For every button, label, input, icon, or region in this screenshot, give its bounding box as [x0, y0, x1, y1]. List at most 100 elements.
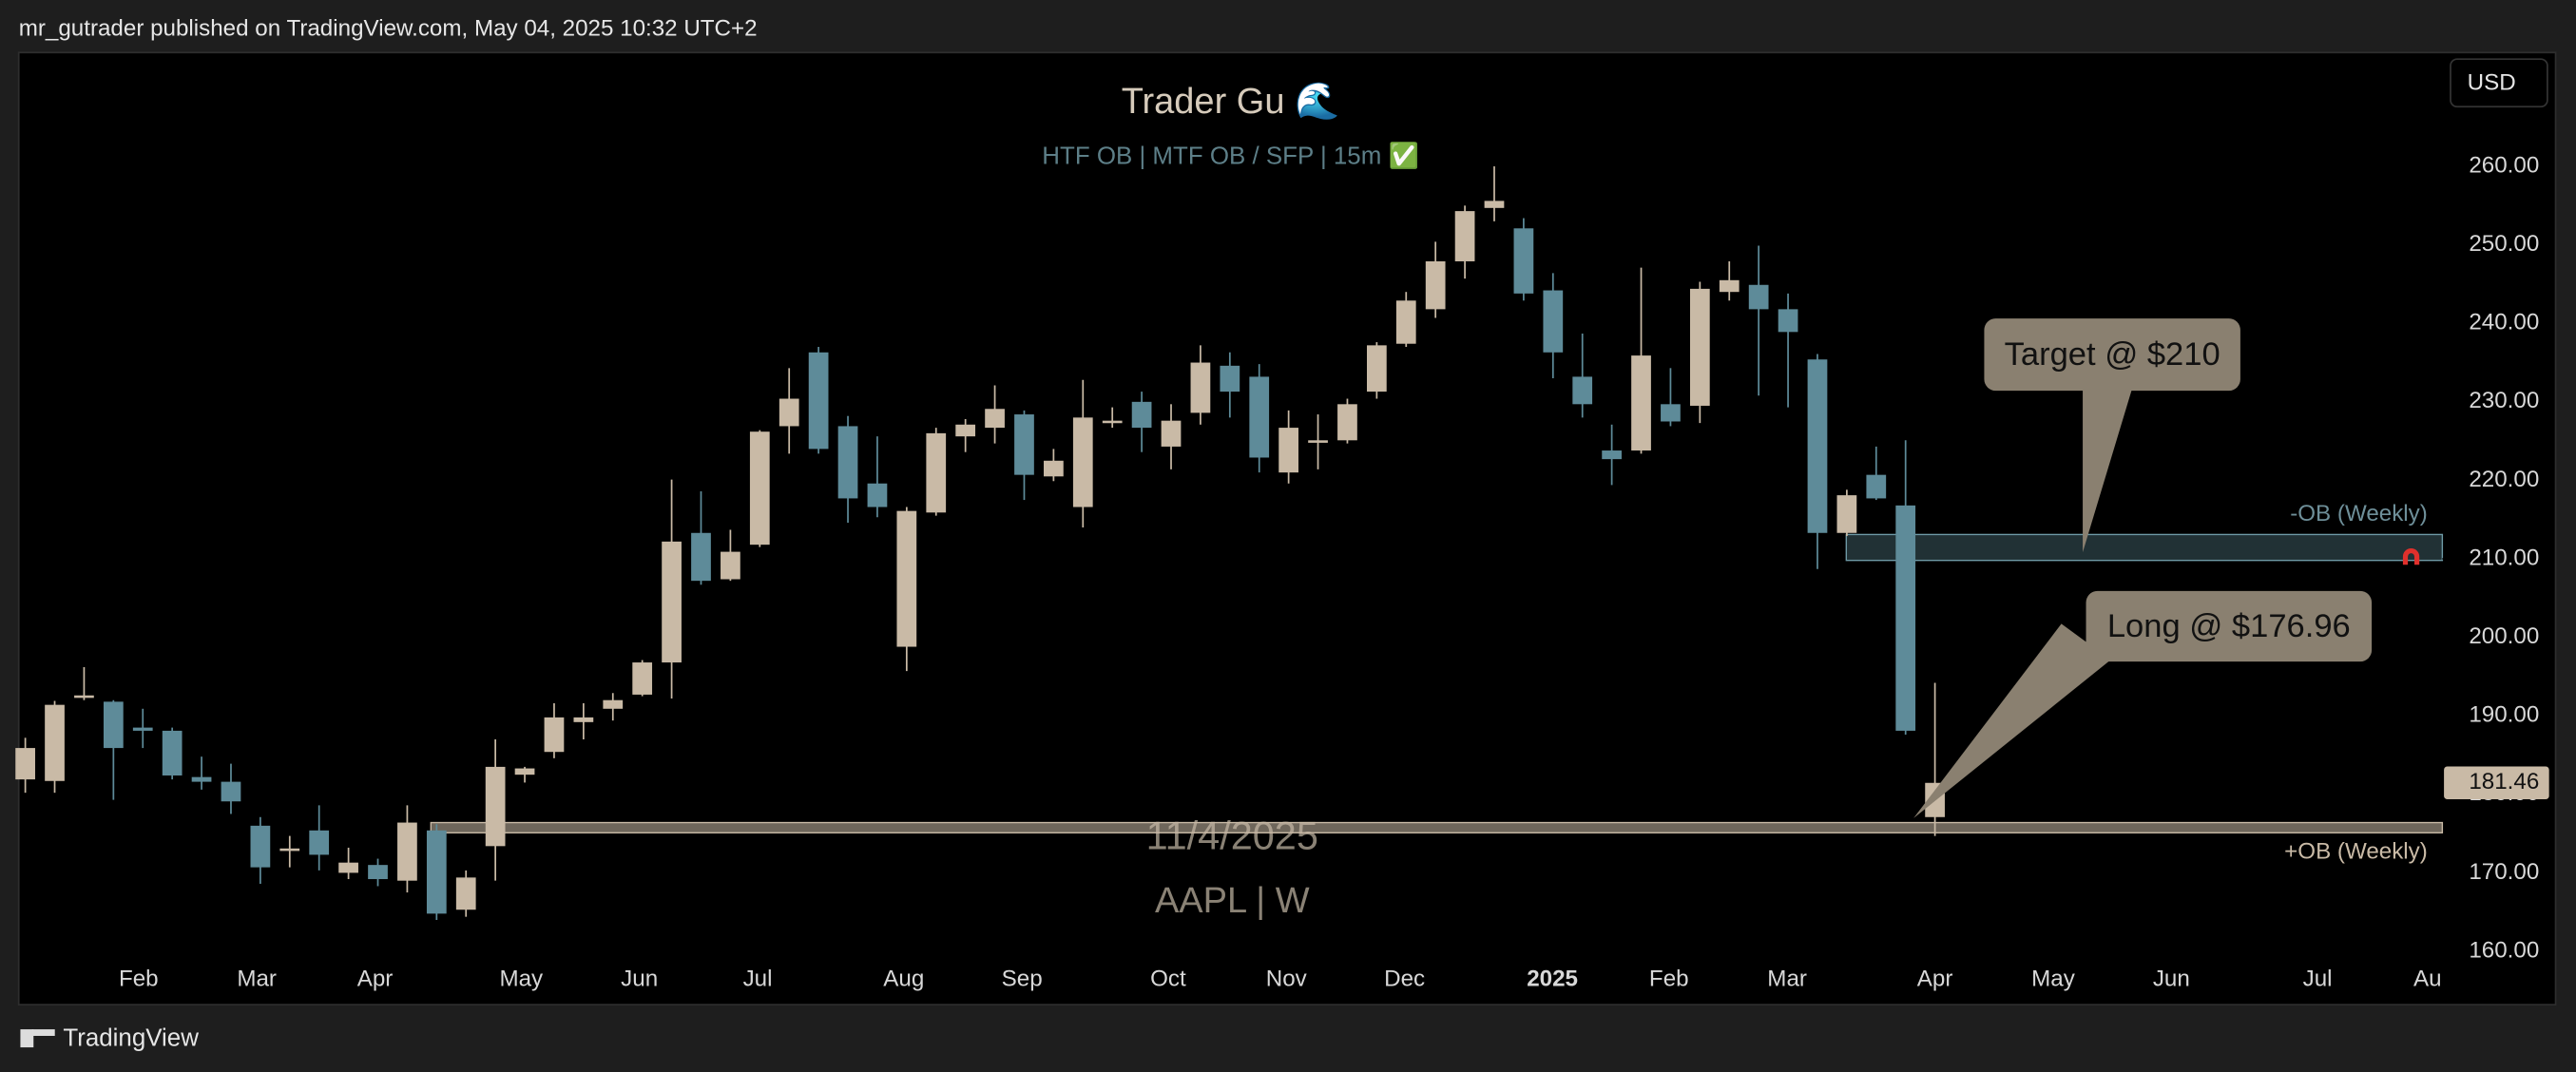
- callout-box: [1984, 318, 2240, 392]
- candle-body: [1748, 284, 1769, 310]
- x-tick-label: Aug: [883, 967, 924, 992]
- candle-body: [426, 830, 447, 914]
- candle-body: [1543, 290, 1564, 353]
- candle-body: [926, 432, 947, 513]
- candle-body: [1249, 376, 1270, 458]
- candle-body: [1072, 417, 1093, 507]
- currency-button[interactable]: [2450, 58, 2548, 108]
- watermark-date: 11/4/2025: [1146, 814, 1318, 858]
- candle-body: [1425, 260, 1446, 310]
- candle-body: [338, 862, 358, 873]
- candle-body: [455, 877, 476, 910]
- candle-body: [514, 768, 535, 775]
- last-price-label: 181.46: [2469, 769, 2539, 794]
- candle-body: [985, 409, 1005, 429]
- candle-body: [1807, 359, 1828, 533]
- candle-body: [1308, 440, 1328, 443]
- candle-body: [896, 510, 917, 647]
- last-price-tag: [2444, 766, 2549, 800]
- candle-body: [15, 748, 35, 780]
- callout-text: Target @ $210: [2005, 336, 2220, 373]
- y-tick-label: 190.00: [2469, 702, 2539, 728]
- candle-body: [1161, 420, 1182, 447]
- candle-body: [279, 848, 300, 852]
- x-tick-label: Au: [2413, 967, 2442, 992]
- x-tick-label: 2025: [1527, 967, 1578, 992]
- candle-body: [74, 695, 94, 699]
- callout-box: [2086, 590, 2373, 662]
- candle-body: [103, 701, 124, 749]
- callout-text: Long @ $176.96: [2107, 608, 2351, 644]
- candle-body: [779, 398, 799, 427]
- candle-body: [544, 717, 565, 753]
- candle-body: [1220, 365, 1240, 392]
- candle-body: [1190, 362, 1211, 413]
- candle-body: [1513, 228, 1534, 294]
- candle-body: [191, 776, 212, 782]
- candle-body: [162, 730, 183, 775]
- x-tick-label: Apr: [1917, 967, 1953, 992]
- candle-body: [632, 662, 653, 695]
- candle-body: [691, 532, 711, 582]
- x-tick-label: Oct: [1150, 967, 1186, 992]
- candle-body: [250, 825, 271, 868]
- order-block-zone: [1845, 533, 2444, 562]
- x-tick-label: Dec: [1384, 967, 1425, 992]
- x-tick-label: Nov: [1266, 967, 1307, 992]
- candle-body: [955, 424, 976, 437]
- candle-body: [1661, 404, 1681, 422]
- x-tick-label: Mar: [237, 967, 277, 992]
- candle-body: [1395, 300, 1416, 344]
- candle-body: [1866, 474, 1887, 499]
- candle-body: [397, 822, 417, 881]
- y-tick-label: 240.00: [2469, 310, 2539, 335]
- candle-body: [1778, 309, 1798, 333]
- x-tick-label: Sep: [1002, 967, 1043, 992]
- candle-body: [1836, 495, 1857, 533]
- candle-body: [1131, 401, 1152, 429]
- y-tick-label: 230.00: [2469, 388, 2539, 413]
- x-tick-label: May: [2031, 967, 2076, 992]
- x-tick-label: Mar: [1767, 967, 1807, 992]
- candle-body: [132, 727, 153, 731]
- footer-brand: TradingView: [63, 1024, 199, 1051]
- candle-body: [1366, 345, 1387, 392]
- candle-body: [485, 766, 506, 847]
- x-tick-label: Feb: [119, 967, 159, 992]
- x-tick-label: Jul: [2303, 967, 2333, 992]
- candle-body: [1337, 404, 1357, 441]
- callout-pointer: [2083, 389, 2132, 553]
- currency-label: USD: [2468, 69, 2516, 95]
- candle-body: [837, 426, 858, 499]
- candle-body: [1454, 211, 1475, 261]
- y-tick-label: 160.00: [2469, 937, 2539, 963]
- candle-body: [1014, 414, 1034, 475]
- y-tick-label: 210.00: [2469, 545, 2539, 570]
- candle-body: [1572, 376, 1593, 405]
- header-text: mr_gutrader published on TradingView.com…: [19, 15, 758, 41]
- candle-body: [1102, 420, 1123, 424]
- candle-body: [45, 704, 65, 781]
- candle-body: [603, 699, 624, 709]
- plot: [15, 166, 2444, 920]
- tv-logo: [20, 1029, 55, 1048]
- candle-body: [309, 830, 330, 855]
- order-block-zone: [430, 821, 2444, 833]
- chart-title: Trader Gu 🌊: [1122, 80, 1340, 122]
- magnet-icon: [2402, 547, 2420, 565]
- candle-body: [1895, 505, 1916, 731]
- candle-body: [221, 781, 241, 802]
- candle-body: [662, 541, 682, 663]
- x-tick-label: Jul: [743, 967, 773, 992]
- watermark-symbol: AAPL | W: [1155, 881, 1310, 921]
- candle-body: [573, 717, 594, 722]
- candle-body: [1484, 201, 1505, 208]
- candle-body: [1044, 460, 1064, 477]
- zone-label: -OB (Weekly): [2290, 501, 2428, 526]
- candle-body: [1602, 450, 1622, 460]
- candle-body: [867, 483, 888, 507]
- chart-subtitle: HTF OB | MTF OB / SFP | 15m ✅: [1042, 142, 1418, 170]
- x-tick-label: Feb: [1649, 967, 1689, 992]
